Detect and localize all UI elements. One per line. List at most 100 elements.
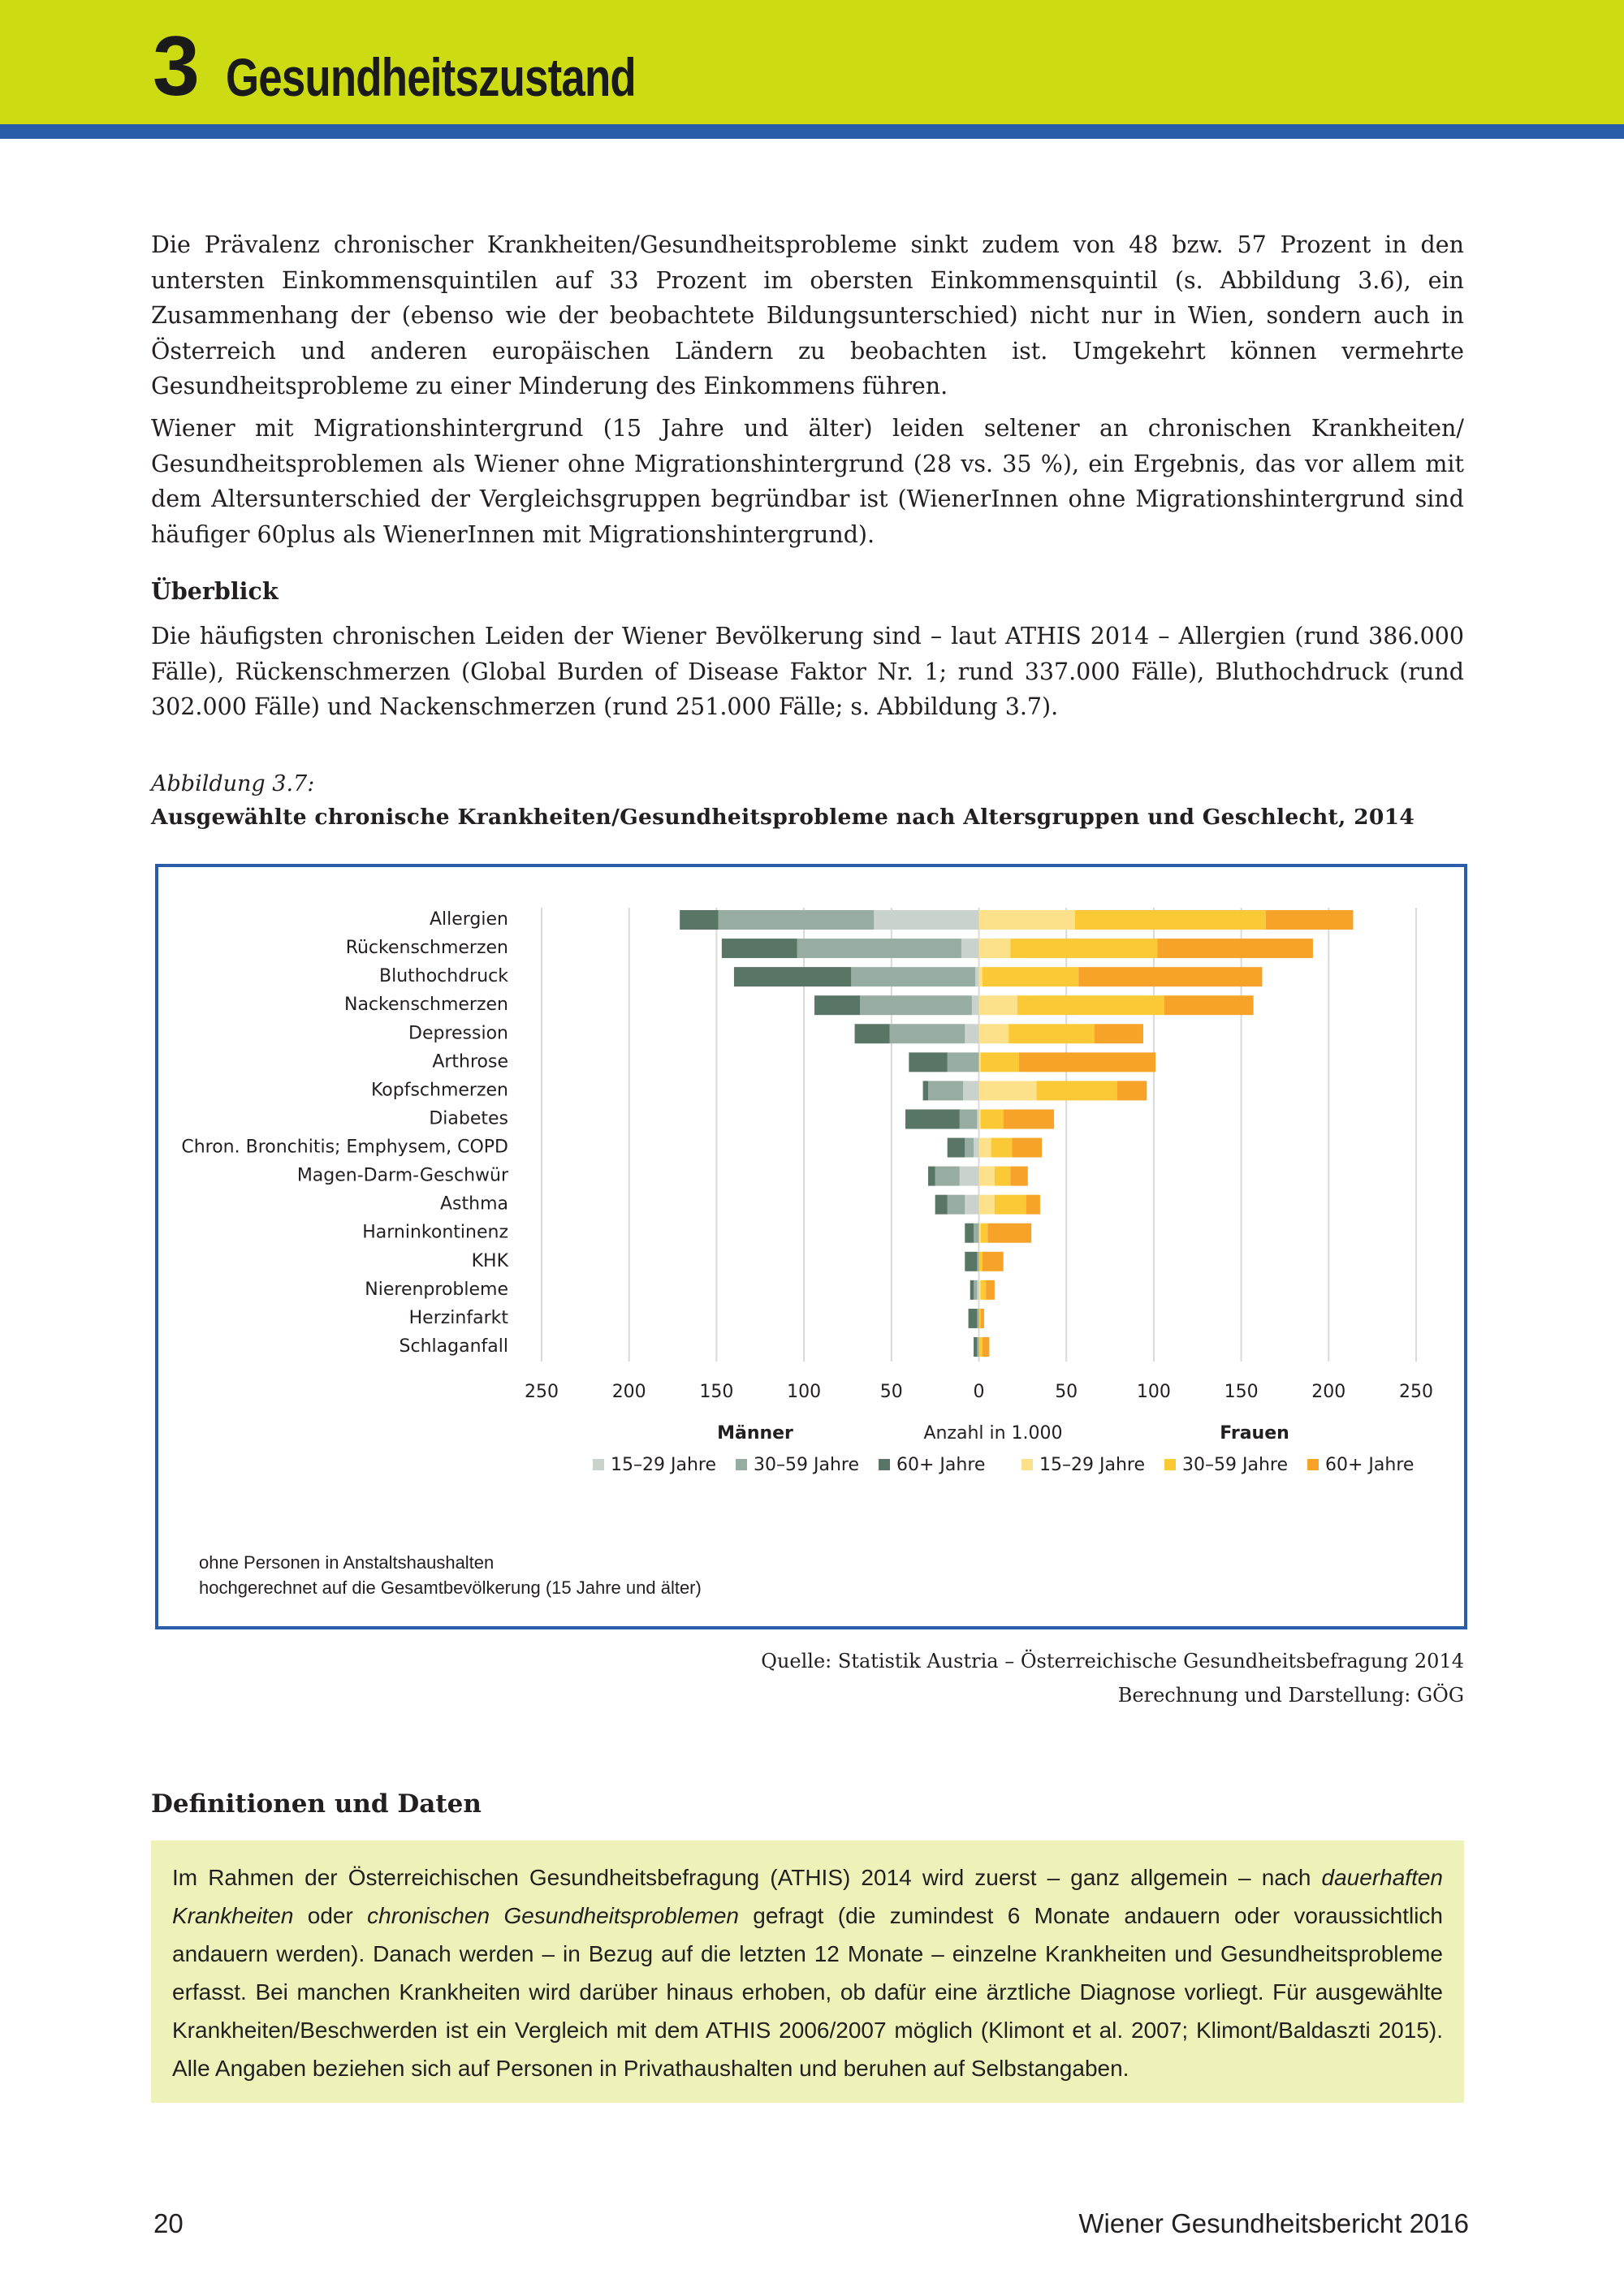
figure-caption: Ausgewählte chronische Krankheiten/Gesun… [151,805,1415,830]
bar-segment [959,1166,979,1186]
bar-segment [1265,910,1354,930]
bar-segment [1164,995,1254,1016]
chapter-number: 3 [153,19,200,114]
group-label: Frauen [1220,1423,1289,1444]
paragraph: Die Prävalenz chronischer Krankheiten/Ge… [151,231,1464,400]
bar-segment [968,1308,978,1328]
bar-segment [978,1223,981,1243]
bar-segment [978,1109,981,1129]
bar-segment [977,1280,979,1300]
bar-segment [980,1280,987,1300]
text: Im Rahmen der Österreichischen Gesundhei… [172,1865,1322,1890]
figure-note: ohne Personen in Anstaltshaushalten [199,1552,494,1573]
legend-label: 15–29 Jahre [611,1455,716,1475]
bar-segment [947,1052,979,1072]
legend-swatch [879,1459,890,1470]
bar-segment [935,1166,960,1186]
y-tick-label: Chron. Bronchitis; Emphysem, COPD [181,1137,508,1158]
bar-segment [814,995,861,1016]
y-tick-label: Asthma [440,1194,508,1215]
bar-segment [1074,910,1266,930]
bar-segment [978,1024,1009,1044]
emphasis: dauerhaften Krankheiten [172,1865,1443,1928]
bar-segment [1010,1166,1028,1186]
bar-segment [947,1194,965,1215]
source: Berechnung und Darstellung: GÖG [1117,1684,1464,1707]
bar-segment [1003,1109,1055,1129]
bar-segment [978,1052,981,1072]
bar-segment [974,1337,978,1357]
bar-segment [928,1166,935,1186]
x-tick-label: 100 [1137,1382,1171,1402]
y-tick-label: Magen-Darm-Geschwür [297,1166,509,1186]
bar-segment [982,967,1079,987]
bar-segment [978,1280,981,1300]
bar-segment [797,939,961,959]
bar-segment [978,1337,983,1357]
bar-segment [721,939,797,959]
bar-segment [978,1251,983,1271]
bar-segment [977,1251,979,1271]
bar-segment [978,1166,995,1186]
y-tick-label: Arthrose [432,1051,508,1072]
bar-segment [965,1251,978,1271]
bar-segment [965,1223,974,1243]
bar-segment [978,1137,991,1158]
y-tick-label: Allergien [430,909,508,930]
emphasis: chronischen Gesundheitsproblemen [367,1903,739,1928]
bar-segment [994,1166,1011,1186]
bar-segment [982,1251,1004,1271]
bar-segment [963,1081,979,1101]
page-number: 20 [153,2208,184,2238]
legend-label: 30–59 Jahre [754,1455,859,1475]
definitions-heading: Definitionen und Daten [151,1789,482,1819]
bar-segment [978,1081,1037,1101]
legend-swatch [1307,1459,1319,1470]
paragraph: Wiener mit Migrationshintergrund (15 Jah… [151,415,1464,548]
bar-segment [854,1024,890,1044]
bar-segment [974,1223,979,1243]
group-label: Männer [717,1423,793,1444]
section-heading: Überblick [151,577,279,605]
figure-note: hochgerechnet auf die Gesamtbevölkerung … [199,1577,702,1598]
x-tick-label: 150 [699,1382,733,1402]
bar-segment [980,1109,1004,1129]
y-tick-label: Bluthochdruck [379,966,508,986]
bar-segment [978,995,1017,1016]
bar-segment [978,1194,995,1215]
y-tick-label: Kopfschmerzen [371,1080,508,1100]
bar-segment [1010,939,1158,959]
y-tick-label: Depression [408,1023,508,1043]
legend-swatch [593,1459,604,1470]
x-tick-label: 250 [1399,1382,1433,1402]
bar-segment [935,1194,948,1215]
bar-segment [1019,1052,1156,1072]
paragraph: Die häufigsten chronischen Leiden der Wi… [151,623,1464,721]
y-tick-label: KHK [472,1251,509,1271]
bar-segment [1094,1024,1143,1044]
x-tick-label: 50 [880,1382,903,1402]
chart: 250 200 150 100 50 0 50 100 150 200 250 Allergien Rü… [155,864,1467,1629]
x-tick-label: 250 [525,1382,559,1402]
bar-segment [977,1308,979,1328]
bar-segment [928,1081,964,1101]
bar-segment [1009,1024,1095,1044]
y-tick-label: Schlaganfall [400,1336,508,1357]
legend-label: 30–59 Jahre [1182,1455,1288,1475]
x-tick-label: 200 [612,1382,646,1402]
legend-swatch [1164,1459,1176,1470]
bar-segment [978,939,1011,959]
legend-label: 15–29 Jahre [1039,1455,1145,1475]
bar-segment [874,910,979,930]
bar-segment [977,1337,979,1357]
bar-segment [982,1337,990,1357]
bar-segment [974,1137,979,1158]
bar-segment [980,1223,988,1243]
bar-segment [994,1194,1026,1215]
x-axis-label: Anzahl in 1.000 [923,1423,1062,1444]
bar-segment [977,1109,979,1129]
x-tick-label: 200 [1311,1382,1345,1402]
bar-segment [851,967,976,987]
